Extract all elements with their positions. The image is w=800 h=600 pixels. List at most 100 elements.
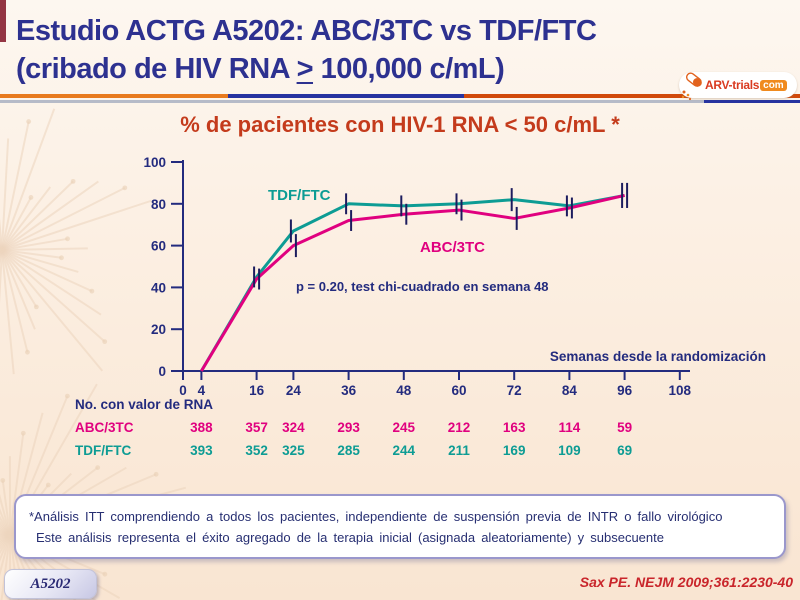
table-cell: 212 [448,420,471,435]
dandelion-seed [26,119,32,124]
table-cell: 324 [282,420,305,435]
table-cell: 245 [393,420,416,435]
dandelion-ray [1,138,10,251]
y-tick-label: 60 [151,239,166,254]
logo-tld: com [760,79,787,91]
dandelion-seed [70,178,76,184]
table-cell: 211 [448,443,470,458]
dandelion-seed [0,478,6,483]
dandelion-seed [102,571,108,577]
study-badge: A5202 [4,569,97,599]
footnote-box: *Análisis ITT comprendiendo a todos los … [14,494,786,559]
series-label-abc-3tc: ABC/3TC [420,239,485,256]
dandelion-ray [0,249,3,305]
pill-icon [681,72,702,101]
logo-text: ARV-trials [705,78,760,92]
footnote-line2: Este análisis representa el éxito agrega… [36,530,664,545]
x-tick-label: 96 [617,383,633,398]
table-cell: 169 [503,443,526,458]
dandelion-ray [0,520,11,536]
dandelion-ray [1,249,36,330]
table-cell: 244 [393,443,416,458]
x-tick-label: 16 [249,383,265,398]
dandelion-ray [0,534,11,562]
dandelion-seed [59,255,64,261]
chart-title: % de pacientes con HIV-1 RNA < 50 c/mL * [180,112,620,137]
dandelion-ray [0,515,11,536]
dandelion-seed [20,430,26,436]
slide-title: Estudio ACTG A5202: ABC/3TC vs TDF/FTC (… [16,12,716,88]
dandelion-ray [1,249,62,259]
x-tick-label: 36 [341,383,357,398]
dandelion-ray [1,247,88,251]
series-label-tdf-ftc: TDF/FTC [268,187,331,204]
dandelion-seed [33,304,39,310]
x-tick-label: 60 [451,383,466,398]
dandelion-ray [9,534,20,600]
x-tick-label: 4 [198,383,206,398]
dandelion-ray [1,249,93,293]
dandelion-seed [122,185,128,191]
dandelion-ray [0,534,11,547]
arv-trials-logo[interactable]: ARV-trials com [679,72,797,101]
y-tick-label: 20 [151,322,166,337]
dandelion-ray [1,249,79,273]
slide-title-line2: (cribado de HIV RNA > 100,000 c/mL) [16,53,505,85]
dandelion-ray [9,433,25,536]
dandelion-ray [1,249,29,353]
x-axis-title: Semanas desde la randomización [550,349,766,364]
dandelion-ray [0,534,11,577]
x-tick-label: 48 [396,383,412,398]
dandelion-ray [1,180,74,251]
x-tick-label: 72 [507,383,522,398]
x-tick-label: 0 [179,383,187,398]
dandelion-seed [89,288,95,294]
table-cell: 325 [282,443,305,458]
corner-accent-bar [0,0,6,42]
dandelion-seed [95,465,101,470]
table-cell: 163 [503,420,526,435]
series-line-tdf-ftc [200,193,625,372]
table-cell: 59 [617,420,632,435]
dandelion-ray [0,218,3,251]
x-tick-label: 84 [562,383,578,398]
y-tick-label: 40 [151,280,166,295]
dandelion-ray [1,108,56,251]
dandelion-ray [0,508,11,536]
table-cell: 285 [337,443,360,458]
dandelion-seed [28,195,34,200]
dandelion-ray [1,249,38,308]
x-tick-label: 108 [669,383,692,398]
dandelion-ray [1,186,126,251]
table-row-label: TDF/FTC [75,443,131,458]
y-tick-label: 80 [151,197,166,212]
dandelion-ray [0,523,11,536]
dandelion-ray [0,534,11,600]
p-value-annotation: p = 0.20, test chi-cuadrado en semana 48 [296,279,549,294]
table-cell: 393 [190,443,213,458]
dandelion-ray [1,249,102,316]
divider-rule-bottom [0,100,800,103]
dandelion-ray [1,237,68,251]
dandelion-ray [1,180,99,251]
dandelion-seed [25,349,30,355]
dandelion-seed [64,393,70,399]
table-cell: 352 [245,443,268,458]
dandelion-ray [0,493,11,536]
citation: Sax PE. NEJM 2009;361:2230-40 [579,574,793,590]
dandelion-ray [1,121,30,251]
dandelion-seed [45,482,51,488]
divider-rule-top [0,94,800,98]
slide-title-line1: Estudio ACTG A5202: ABC/3TC vs TDF/FTC [16,15,597,47]
table-cell: 109 [558,443,581,458]
dandelion-ray [1,199,152,251]
table-cell: 388 [190,420,213,435]
y-tick-label: 0 [158,364,166,379]
dandelion-ray [1,480,11,536]
table-row-label: ABC/3TC [75,420,134,435]
table-cell: 114 [559,420,581,435]
dandelion-seed [153,471,159,477]
dandelion-ray [1,249,106,343]
